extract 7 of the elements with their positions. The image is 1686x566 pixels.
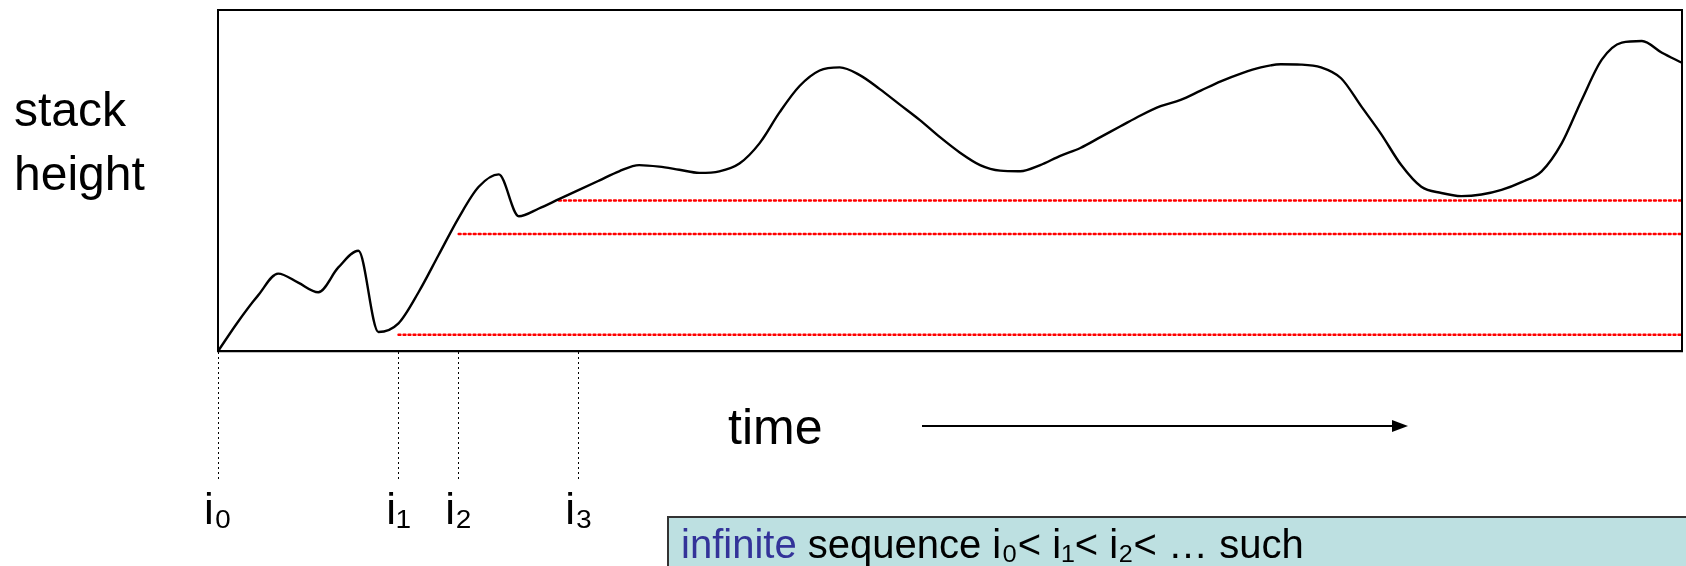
x-axis-title: time [728, 398, 823, 456]
x-tick-label: i₃ [565, 483, 593, 533]
x-tick-label: i₁ [386, 483, 411, 533]
x-tick-label: i₀ [203, 483, 233, 533]
text: infinite sequence i₀< i₁< i₂< … such [667, 516, 1686, 566]
x-tick-label: i₂ [445, 483, 473, 533]
y-axis-title: stack height [14, 82, 146, 202]
